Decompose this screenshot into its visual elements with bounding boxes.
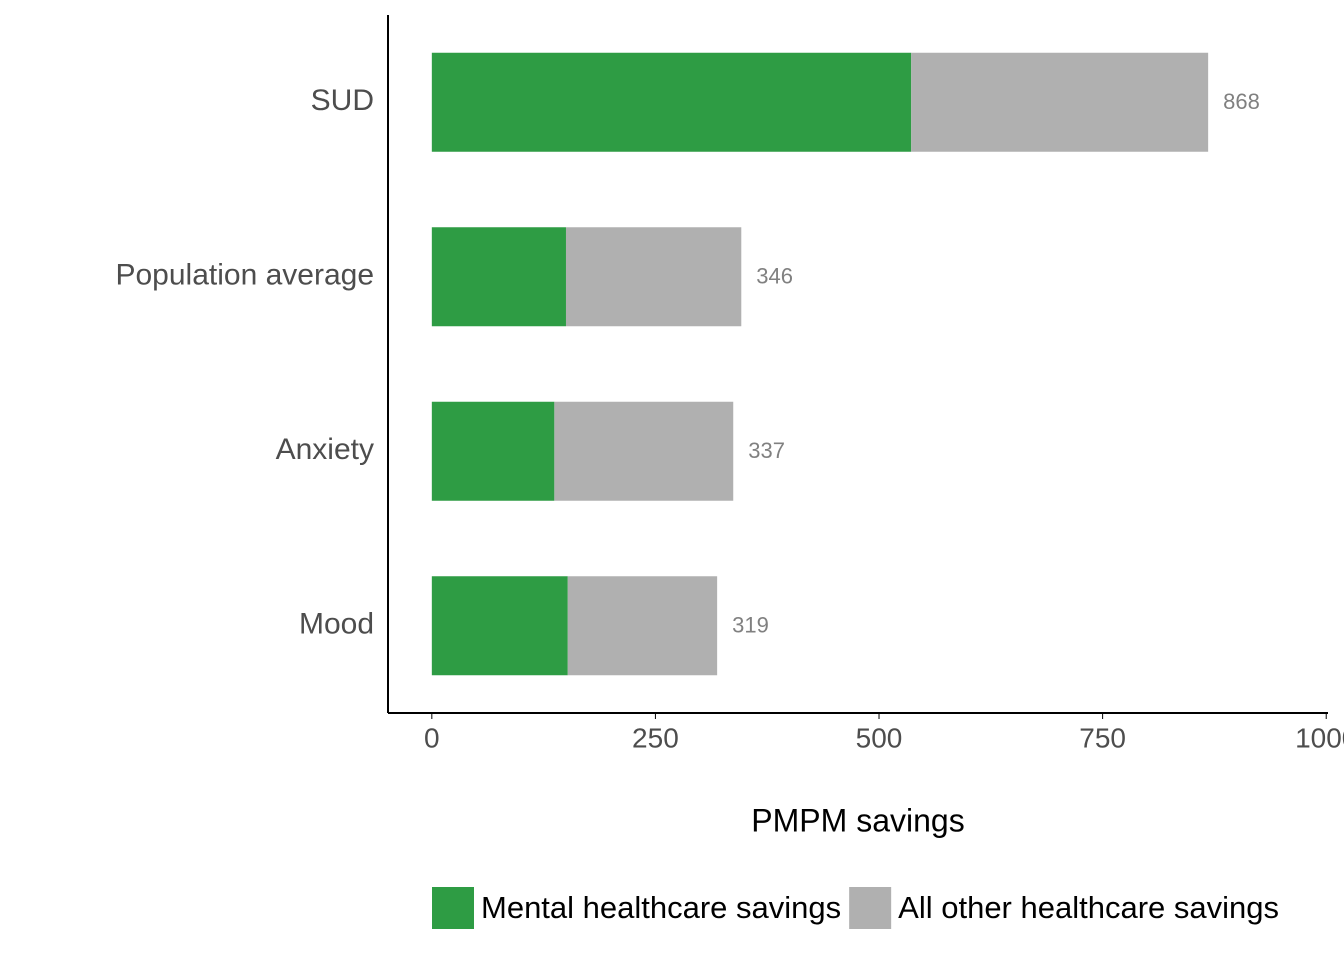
legend-label: Mental healthcare savings — [481, 890, 841, 925]
legend-label: All other healthcare savings — [898, 890, 1279, 925]
legend-swatch — [432, 887, 474, 929]
value-label: 868 — [1223, 89, 1260, 114]
bar-segment — [431, 576, 568, 676]
x-tick-label: 1000 — [1295, 722, 1344, 753]
x-tick-label: 750 — [1079, 722, 1126, 753]
bar-segment — [565, 227, 742, 327]
legend-swatch — [849, 887, 892, 929]
y-tick-label: Anxiety — [276, 433, 374, 466]
y-tick-label: SUD — [311, 84, 374, 117]
value-label: 337 — [748, 438, 785, 463]
value-label: 346 — [756, 264, 793, 289]
x-tick-label: 500 — [856, 722, 903, 753]
bar-segment — [554, 401, 734, 501]
bar-segment — [567, 576, 718, 676]
x-tick-label: 0 — [424, 722, 440, 753]
bar-segment — [431, 401, 555, 501]
value-label: 319 — [732, 613, 769, 638]
y-tick-label: Mood — [299, 608, 374, 641]
x-tick-label: 250 — [632, 722, 679, 753]
y-tick-label: Population average — [115, 259, 374, 292]
bar-segment — [431, 52, 912, 152]
bar-segment — [911, 52, 1209, 152]
bar-segment — [431, 227, 566, 327]
x-axis-title: PMPM savings — [751, 802, 964, 838]
